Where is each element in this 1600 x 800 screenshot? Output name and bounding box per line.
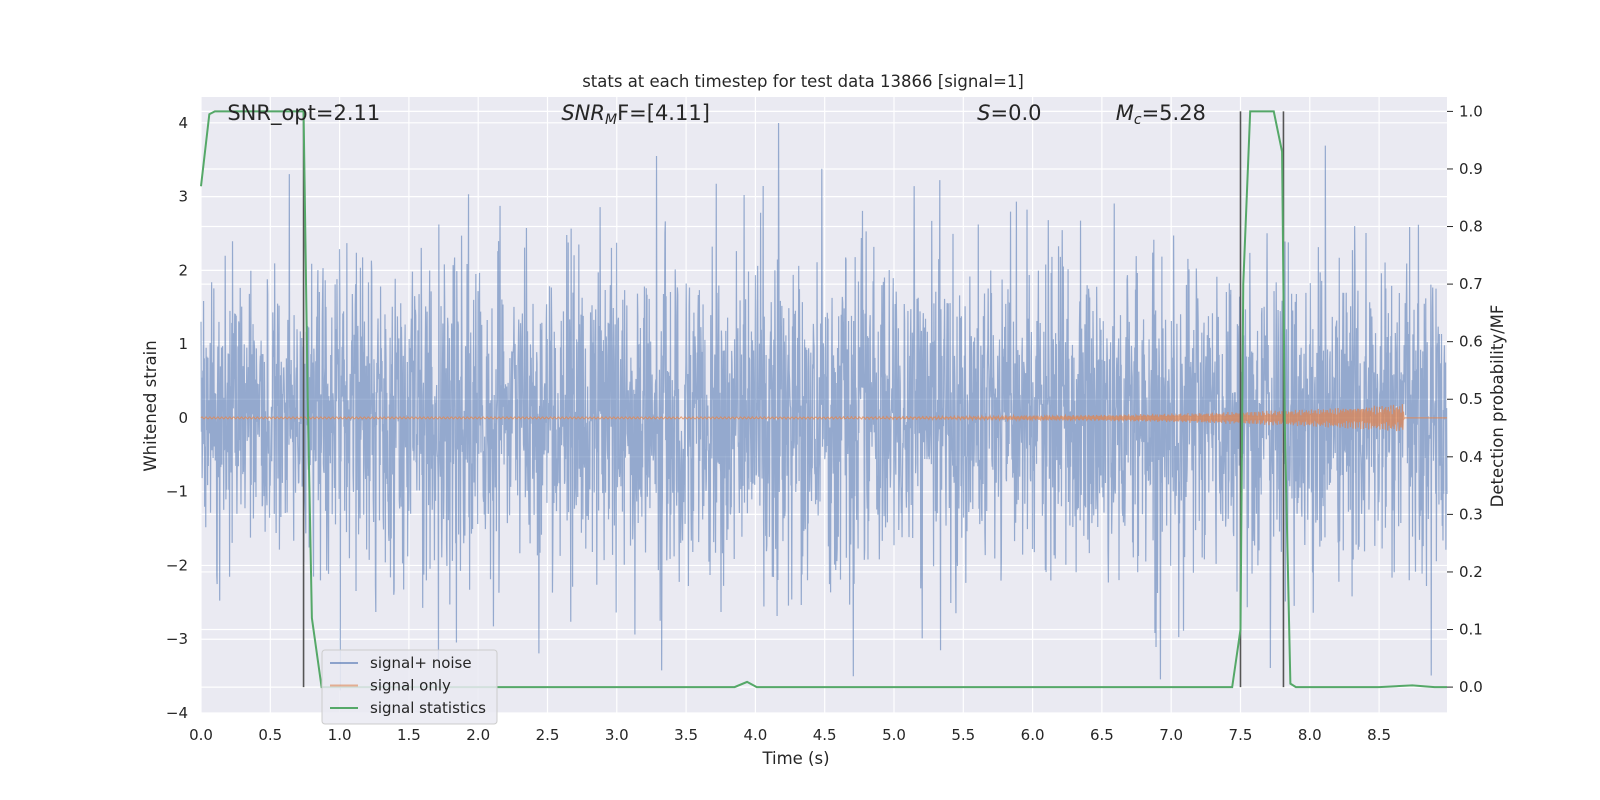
y-tick-label: 4 [178,114,188,132]
annotation-rest: =5.28 [1142,101,1206,125]
annotation-main: S [977,101,990,125]
x-tick-label: 1.0 [328,726,352,744]
y-right-tick-label: 0.8 [1459,218,1483,236]
ticks: 0.0 0.5 1.0 1.5 2.0 2.5 3.0 3.5 4.0 4.5 5.0 5.5 6.0 6… [166,102,1483,744]
annotation-rest: F=[4.11] [617,101,710,125]
x-tick-label: 8.5 [1367,726,1391,744]
x-tick-label: 7.5 [1229,726,1253,744]
x-tick-label: 6.5 [1090,726,1114,744]
annotation: SNR_opt=2.11 [227,101,380,126]
x-tick-label: 2.5 [536,726,560,744]
x-tick-label: 4.5 [813,726,837,744]
annotation-rest: =0.0 [990,101,1041,125]
series-signal-noise [200,122,1448,691]
annotation-main: SNR_opt=2.11 [227,101,380,126]
annotation-subscript: M [605,112,617,128]
x-tick-label: 1.5 [397,726,421,744]
chart-title: stats at each timestep for test data 138… [582,72,1024,91]
y-tick-label: 3 [178,188,188,206]
legend-entry: signal statistics [370,699,486,717]
x-tick-label: 4.0 [743,726,767,744]
legend: signal+ noise signal only signal statistic… [321,649,498,725]
x-tick-label: 0.5 [258,726,282,744]
y-right-tick-label: 0.1 [1459,621,1483,639]
x-tick-label: 8.0 [1298,726,1322,744]
annotation-main: SNR [561,101,605,125]
series-layer [200,110,1448,691]
y-right-tick-label: 0.0 [1459,678,1483,696]
annotation-subscript: c [1134,112,1142,128]
annotation: S=0.0 [977,101,1041,125]
series-signal-only [200,404,1447,432]
y-right-tick-label: 1.0 [1459,102,1483,120]
legend-box [321,649,498,725]
y-tick-label: −3 [166,630,188,648]
x-tick-label: 6.0 [1021,726,1045,744]
y-right-tick-label: 0.3 [1459,505,1483,523]
y-tick-label: −1 [166,483,188,501]
x-axis-label: Time (s) [761,749,829,768]
y-right-tick-label: 0.9 [1459,160,1483,178]
x-tick-label: 0.0 [189,726,213,744]
y-right-tick-label: 0.5 [1459,390,1483,408]
x-tick-label: 2.0 [466,726,490,744]
y-tick-label: 0 [178,409,188,427]
series-signal-statistics [200,110,1447,689]
x-tick-label: 5.5 [951,726,975,744]
y-right-tick-label: 0.6 [1459,333,1483,351]
x-tick-label: 3.0 [605,726,629,744]
annotation: SNRMF=[4.11] [561,101,710,128]
annotations: SNR_opt=2.11 SNRMF=[4.11] S=0.0 Mc=5.28 [227,101,1206,128]
annotation-main: M [1116,101,1134,125]
x-tick-label: 3.5 [674,726,698,744]
y-tick-label: 2 [178,261,188,279]
y-tick-label: −4 [166,704,188,722]
legend-entry: signal+ noise [370,654,472,672]
y-right-tick-label: 0.2 [1459,563,1483,581]
legend-entry: signal only [370,677,451,695]
y-right-axis-label: Detection probability/MF [1488,305,1507,508]
y-tick-label: 1 [178,335,188,353]
x-tick-label: 5.0 [882,726,906,744]
y-axis-label: Whitened strain [141,340,160,471]
annotation: Mc=5.28 [1116,101,1206,128]
y-tick-label: −2 [166,556,188,574]
x-tick-label: 7.0 [1159,726,1183,744]
y-right-tick-label: 0.4 [1459,448,1483,466]
y-right-tick-label: 0.7 [1459,275,1483,293]
